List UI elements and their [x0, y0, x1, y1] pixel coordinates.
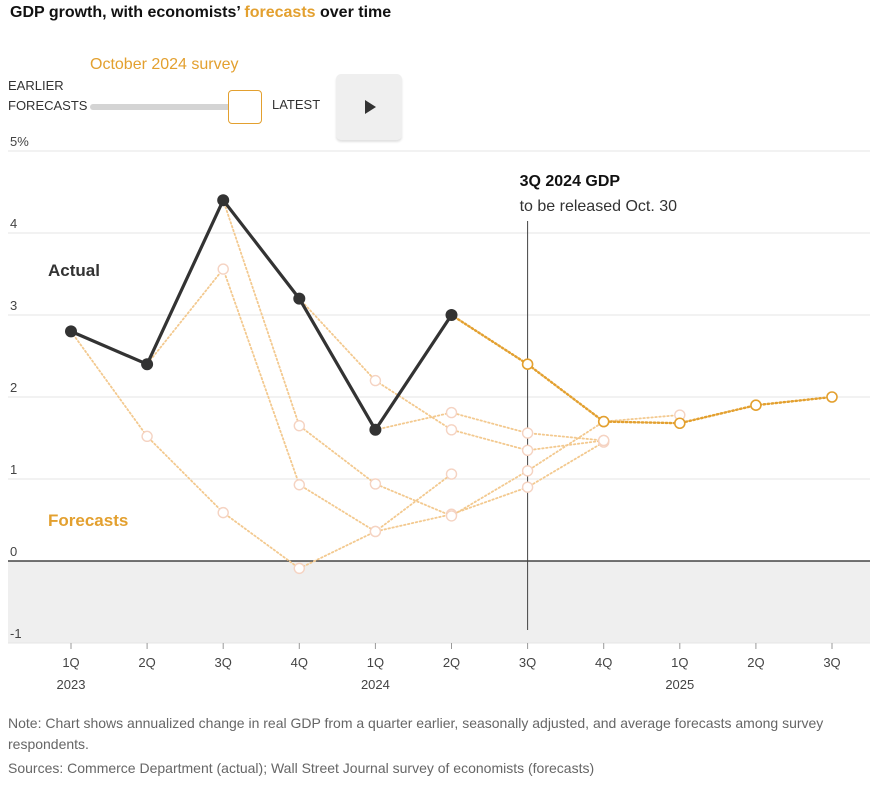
latest-forecast-point	[673, 417, 686, 430]
year-label: 2025	[665, 677, 694, 692]
earlier-forecast-series	[70, 194, 686, 575]
latest-forecast-point	[521, 358, 534, 371]
negative-band	[8, 561, 870, 643]
actual-point	[293, 292, 306, 305]
earlier-forecast-point	[293, 562, 305, 575]
latest-forecast-point	[750, 399, 762, 412]
y-tick-label: 2	[10, 380, 17, 395]
earlier-forecast-point	[445, 424, 458, 436]
earlier-forecast-point	[369, 374, 382, 387]
year-label: 2024	[361, 677, 390, 692]
release-marker-title: 3Q 2024 GDP	[520, 173, 621, 190]
actual-annotation: Actual	[48, 261, 100, 280]
earlier-forecast-point	[217, 263, 229, 275]
chart-note: Note: Chart shows annualized change in r…	[8, 715, 824, 752]
earlier-forecast-point	[141, 430, 153, 443]
earlier-label-line2: FORECASTS	[8, 98, 88, 113]
y-tick-label: 4	[10, 216, 17, 231]
actual-point	[217, 194, 230, 207]
year-label: 2023	[57, 677, 86, 692]
y-tick-label: 1	[10, 462, 17, 477]
latest-forecast-series	[450, 313, 838, 430]
earlier-forecast-point	[445, 468, 458, 480]
earlier-forecast-point	[369, 525, 382, 538]
release-marker-subtitle: to be released Oct. 30	[520, 198, 678, 215]
actual-line	[70, 198, 453, 432]
latest-label: LATEST	[272, 97, 321, 112]
survey-label: October 2024 survey	[90, 56, 239, 73]
play-icon	[365, 100, 376, 114]
x-axis-ticks: 1Q 2Q 3Q 4Q 1Q 2Q 3Q 4Q 1Q 2Q 3Q 2023 2024 2025	[57, 643, 841, 692]
x-tick-label: 2Q	[138, 655, 155, 670]
earlier-label-line1: EARLIER	[8, 78, 64, 93]
earlier-forecast-point	[445, 406, 458, 419]
x-tick-label: 1Q	[367, 655, 384, 670]
earlier-forecast-point	[293, 479, 305, 491]
earlier-forecast-line	[374, 411, 605, 442]
latest-forecast-point	[826, 391, 838, 403]
x-tick-label: 4Q	[291, 655, 308, 670]
x-tick-label: 3Q	[519, 655, 536, 670]
survey-slider-track[interactable]	[90, 104, 250, 110]
earlier-forecast-point	[521, 444, 534, 456]
earlier-forecast-point	[598, 434, 610, 447]
earlier-forecast-point	[217, 506, 229, 519]
gdp-chart: 5% 4 3 2 1 0 -1 1Q 2Q 3Q 4Q 1Q 2Q 3Q 4Q 1Q 2Q 3Q 2023 2024…	[8, 134, 870, 692]
x-tick-label: 1Q	[671, 655, 688, 670]
play-button[interactable]	[336, 74, 402, 140]
x-tick-label: 2Q	[747, 655, 764, 670]
y-axis-ticks: 5% 4 3 2 1 0 -1	[10, 134, 29, 641]
title-text-end: over time	[315, 4, 392, 21]
latest-forecast-point	[597, 415, 610, 428]
grid-lines	[8, 150, 870, 644]
earlier-forecast-point	[445, 510, 458, 522]
earlier-forecast-line	[70, 330, 453, 570]
actual-point	[369, 423, 382, 436]
earlier-forecast-point	[521, 481, 534, 493]
earlier-forecast-point	[521, 427, 534, 439]
x-tick-label: 1Q	[62, 655, 79, 670]
title-text-start: GDP growth, with economists’	[10, 4, 245, 21]
y-tick-label: 3	[10, 298, 17, 313]
y-tick-label: -1	[10, 626, 22, 641]
x-tick-label: 3Q	[215, 655, 232, 670]
y-tick-label: 0	[10, 544, 17, 559]
y-tick-label: 5%	[10, 134, 29, 149]
earlier-forecast-line	[70, 267, 605, 533]
chart-title: GDP growth, with economists’ forecasts o…	[10, 4, 391, 22]
actual-point	[141, 358, 154, 371]
earlier-forecast-line	[146, 197, 681, 517]
x-tick-label: 2Q	[443, 655, 460, 670]
latest-forecast-line	[450, 313, 834, 425]
actual-series	[65, 194, 458, 436]
actual-point	[445, 309, 458, 321]
title-highlight: forecasts	[244, 4, 316, 21]
forecasts-annotation: Forecasts	[48, 511, 128, 530]
earlier-forecast-point	[369, 478, 382, 490]
earlier-forecasts-label: EARLIER FORECASTS	[8, 76, 87, 116]
chart-sources: Sources: Commerce Department (actual); W…	[8, 760, 595, 776]
earlier-forecast-point	[293, 420, 305, 432]
actual-point	[65, 325, 77, 338]
x-tick-label: 4Q	[595, 655, 612, 670]
survey-slider-handle[interactable]	[228, 90, 262, 124]
x-tick-label: 3Q	[823, 655, 840, 670]
earlier-forecast-point	[521, 465, 534, 477]
